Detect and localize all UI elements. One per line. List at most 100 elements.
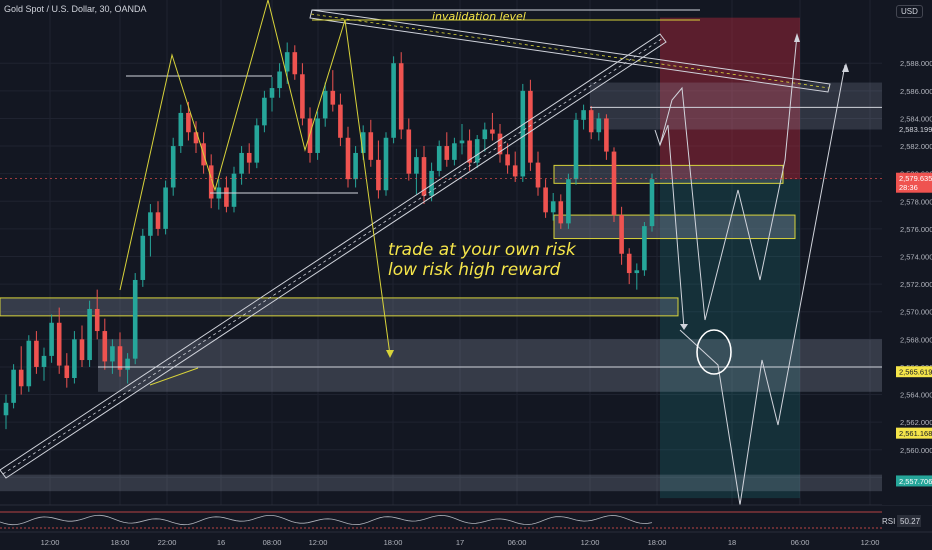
candle-body[interactable] [376,159,381,191]
candle-body[interactable] [3,402,9,416]
candle-body[interactable] [474,139,480,163]
swing-path[interactable] [119,0,391,356]
candle-body[interactable] [497,133,503,155]
candle-body[interactable] [186,112,191,133]
candle-body[interactable] [338,104,343,138]
candle-body[interactable] [34,340,39,367]
candle-body[interactable] [254,125,260,163]
candle-body[interactable] [588,110,594,133]
candle-body[interactable] [11,369,16,403]
candle-body[interactable] [467,140,472,163]
candle-body[interactable] [262,97,267,126]
candle-body[interactable] [140,235,146,280]
candle-body[interactable] [87,308,92,361]
candle-body[interactable] [596,118,602,133]
candle-body[interactable] [300,74,305,119]
candle-body[interactable] [634,270,640,274]
candle-body[interactable] [626,253,632,274]
candle-body[interactable] [26,340,32,387]
candle-body[interactable] [604,118,609,152]
candle-body[interactable] [269,88,275,98]
candle-body[interactable] [277,71,282,89]
candle-body[interactable] [436,146,442,171]
falling-channel[interactable] [309,9,831,93]
candle-body[interactable] [543,187,548,213]
candle-body[interactable] [292,52,298,75]
candle-body[interactable] [41,355,47,367]
candle-body[interactable] [163,187,168,229]
candle-body[interactable] [490,129,495,134]
candle-body[interactable] [421,157,427,196]
candle-body[interactable] [482,129,488,140]
candle-body[interactable] [459,140,465,144]
candle-body[interactable] [178,112,184,147]
candle-body[interactable] [18,369,24,387]
projection-path[interactable] [679,64,846,506]
candle-body[interactable] [239,152,244,174]
candle-body[interactable] [360,132,366,153]
candle-body[interactable] [208,165,214,199]
candle-body[interactable] [49,322,54,356]
candle-body[interactable] [353,152,358,180]
candle-body[interactable] [284,52,290,72]
candle-body[interactable] [315,118,320,153]
candle-body[interactable] [398,63,404,130]
candle-body[interactable] [246,152,252,163]
rising-channel[interactable] [0,33,667,479]
target-circle[interactable] [696,329,732,375]
candle-body[interactable] [345,137,351,180]
candle-body[interactable] [649,179,655,227]
candle-body[interactable] [619,215,624,254]
price-marker[interactable] [896,475,932,487]
rsi-line[interactable] [0,514,653,526]
candle-body[interactable] [231,173,237,207]
candle-body[interactable] [550,201,556,213]
trend-stub[interactable] [149,367,199,386]
candle-body[interactable] [642,226,647,271]
projection-path[interactable] [654,124,685,329]
candle-body[interactable] [505,154,510,166]
analysis-drawings[interactable] [0,0,882,506]
candle-body[interactable] [520,90,526,177]
candle-body[interactable] [512,165,518,177]
candle-body[interactable] [383,137,389,191]
candle-body[interactable] [125,358,130,370]
candle-body[interactable] [452,143,457,160]
candle-body[interactable] [611,151,617,216]
candle-body[interactable] [535,162,541,188]
rsi-pane[interactable]: RSI 50.27 [0,504,932,529]
candle-body[interactable] [193,132,199,144]
price-axis[interactable]: 2,558.0002,560.0002,562.0002,564.0002,56… [882,0,932,505]
candle-body[interactable] [155,212,161,229]
candle-body[interactable] [558,201,564,224]
candle-body[interactable] [224,187,229,207]
candlestick-series[interactable] [3,42,655,430]
candle-body[interactable] [307,118,313,153]
candle-body[interactable] [573,119,579,180]
candle-body[interactable] [148,212,153,236]
price-marker[interactable] [896,427,932,439]
candle-body[interactable] [581,110,586,120]
candle-body[interactable] [79,339,85,361]
price-marker[interactable] [896,123,932,135]
candle-body[interactable] [94,308,100,332]
candle-body[interactable] [132,279,138,359]
candle-body[interactable] [444,146,450,160]
price-marker[interactable] [896,172,932,193]
candle-body[interactable] [170,146,176,188]
candle-body[interactable] [528,90,533,163]
candle-body[interactable] [117,346,123,370]
candle-body[interactable] [102,331,108,362]
candle-body[interactable] [330,90,336,105]
time-axis[interactable]: 12:00 18:00 22:00 16 08:00 12:00 18:00 17 06:00 1… [0,531,932,547]
candle-body[interactable] [566,179,571,224]
candle-body[interactable] [72,339,77,378]
candle-body[interactable] [368,132,374,160]
candle-body[interactable] [64,365,70,378]
currency-badge[interactable]: USD [896,5,923,18]
candle-body[interactable] [429,170,434,196]
candle-body[interactable] [391,63,396,138]
candle-body[interactable] [406,129,412,174]
candle-body[interactable] [414,157,419,174]
symbol-title[interactable]: Gold Spot / U.S. Dollar, 30, OANDA [4,4,147,14]
